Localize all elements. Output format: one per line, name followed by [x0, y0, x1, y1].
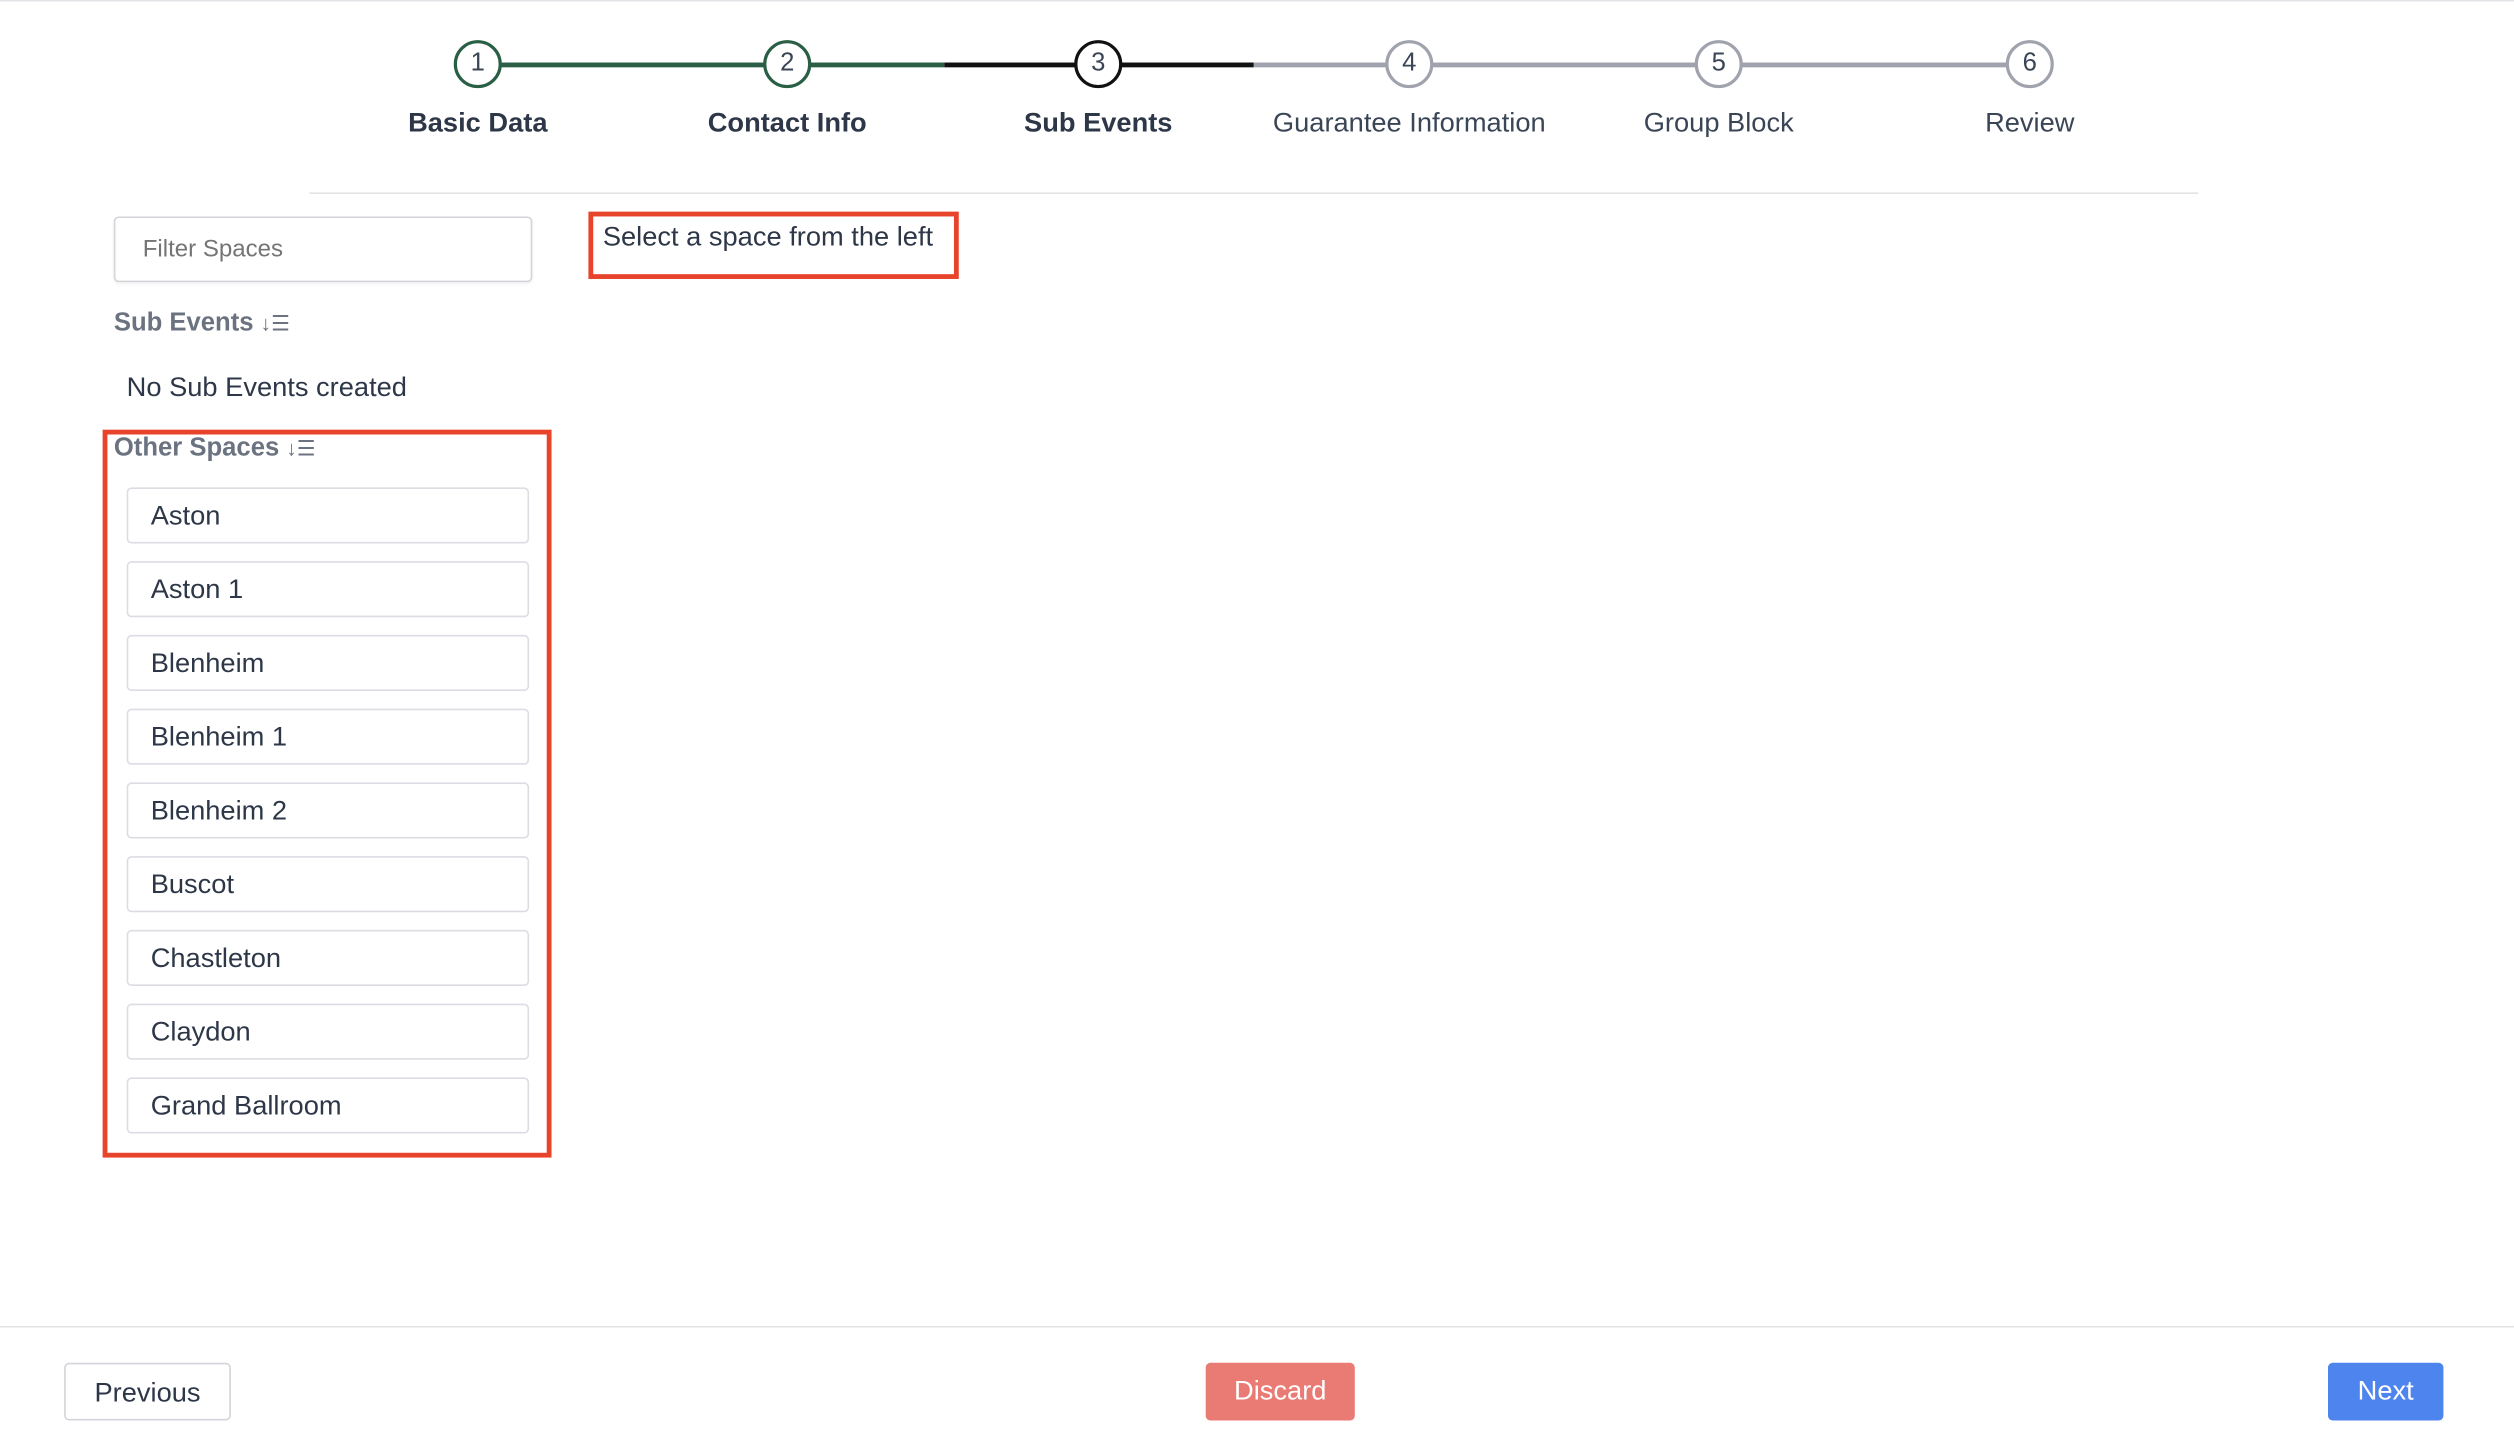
step-2-circle[interactable]: 2 — [763, 40, 812, 89]
space-item[interactable]: Grand Ballroom — [126, 1077, 530, 1134]
step-4-circle[interactable]: 4 — [1385, 40, 1434, 89]
other-spaces-highlight — [102, 429, 552, 1158]
sub-events-empty-text: No Sub Events created — [126, 371, 407, 403]
step-1-label[interactable]: Basic Data — [408, 107, 548, 138]
step-3-circle[interactable]: 3 — [1074, 40, 1123, 89]
step-5-label[interactable]: Group Block — [1643, 107, 1794, 138]
progress-line-completed — [500, 62, 945, 68]
step-1-circle[interactable]: 1 — [453, 40, 502, 89]
progress-line-upcoming — [1253, 62, 2008, 68]
step-5-circle[interactable]: 5 — [1694, 40, 1743, 89]
sub-events-heading-label: Sub Events — [113, 309, 254, 337]
step-6-circle[interactable]: 6 — [2005, 40, 2054, 89]
space-item[interactable]: Blenheim — [126, 634, 530, 692]
select-space-message: Select a space from the left — [602, 221, 934, 252]
space-item[interactable]: Claydon — [126, 1003, 530, 1060]
step-6-label[interactable]: Review — [1985, 107, 2075, 138]
placeholder-highlight — [588, 211, 959, 279]
filter-spaces-input[interactable] — [113, 216, 533, 283]
space-item[interactable]: Aston 1 — [126, 561, 530, 618]
stepper-divider — [309, 192, 2199, 194]
sub-events-heading[interactable]: Sub Events ↓☰ — [114, 309, 290, 338]
sort-descending-icon[interactable]: ↓☰ — [260, 311, 290, 336]
footer-divider — [0, 1325, 2514, 1328]
previous-button[interactable]: Previous — [64, 1362, 231, 1421]
sort-descending-icon[interactable]: ↓☰ — [286, 436, 316, 461]
space-item[interactable]: Chastleton — [126, 929, 530, 987]
step-2-label[interactable]: Contact Info — [707, 107, 867, 138]
other-spaces-heading[interactable]: Other Spaces ↓☰ — [114, 434, 316, 463]
discard-button[interactable]: Discard — [1205, 1362, 1355, 1421]
space-item[interactable]: Buscot — [126, 856, 530, 913]
space-item[interactable]: Aston — [126, 487, 530, 544]
other-spaces-heading-label: Other Spaces — [113, 434, 280, 462]
step-4-label[interactable]: Guarantee Information — [1272, 107, 1546, 138]
space-item[interactable]: Blenheim 2 — [126, 782, 530, 839]
next-button[interactable]: Next — [2327, 1362, 2444, 1421]
space-item[interactable]: Blenheim 1 — [126, 708, 530, 765]
step-3-label[interactable]: Sub Events — [1024, 107, 1173, 138]
